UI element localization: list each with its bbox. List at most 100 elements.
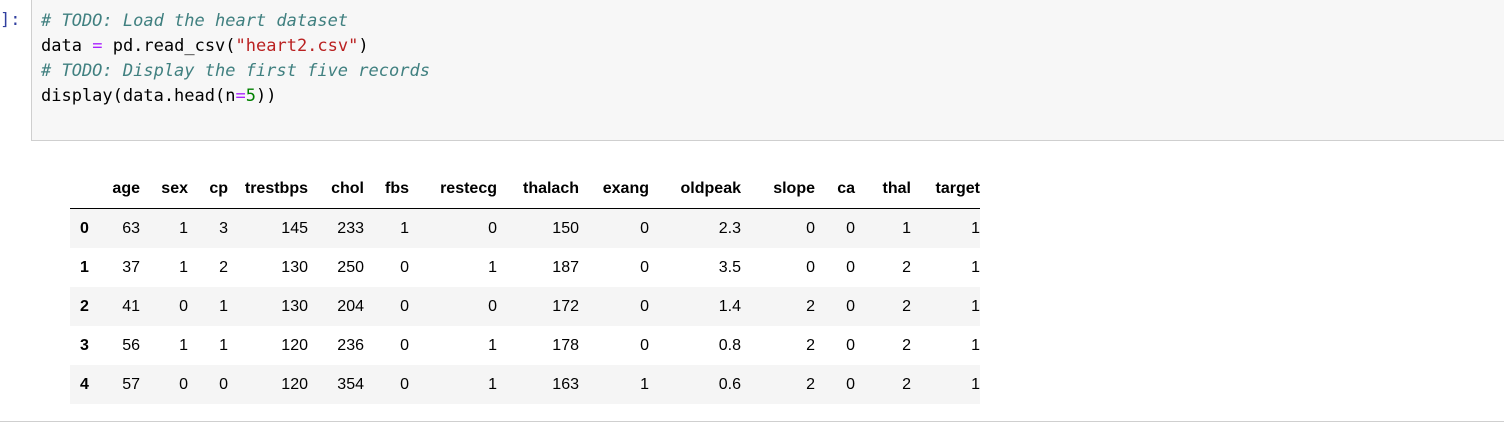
column-header: ca	[815, 170, 855, 209]
table-row: 3 56 1 1 120 236 0 1 178 0 0.8 2 0 2 1	[70, 326, 980, 365]
table-cell: 172	[552, 297, 579, 315]
table-row: 4 57 0 0 120 354 0 1 163 1 0.6 2 0 2 1	[70, 365, 980, 404]
table-cell: 0	[179, 297, 188, 315]
code-paren: ))	[255, 86, 277, 106]
column-header: slope	[741, 170, 815, 209]
table-cell: 187	[552, 258, 579, 276]
table-cell: 1	[488, 258, 497, 276]
table-cell: 0	[488, 297, 497, 315]
column-header: cp	[188, 170, 228, 209]
table-cell: 2	[902, 336, 911, 354]
table-cell: 178	[552, 336, 579, 354]
code-call: display(data.head(n	[41, 86, 236, 106]
table-cell: 120	[281, 375, 308, 393]
code-line-3: # TODO: Display the first five records	[41, 61, 430, 81]
table-cell: 0	[400, 258, 409, 276]
table-cell: 41	[122, 297, 140, 315]
table-cell: 0	[488, 219, 497, 237]
table-cell: 163	[552, 375, 579, 393]
table-cell: 204	[337, 297, 364, 315]
table-cell: 0	[846, 375, 855, 393]
table-cell: 233	[337, 219, 364, 237]
table-cell: 0.6	[718, 375, 741, 393]
table-cell: 130	[281, 258, 308, 276]
table-cell: 2	[806, 375, 815, 393]
table-cell: 1	[640, 375, 649, 393]
table-cell: 63	[122, 219, 140, 237]
column-header: exang	[579, 170, 649, 209]
table-cell: 0	[640, 258, 649, 276]
table-cell: 1	[179, 219, 188, 237]
table-cell: 1	[971, 297, 980, 315]
table-cell: 354	[337, 375, 364, 393]
table-cell: 1	[219, 336, 228, 354]
table-cell: 57	[122, 375, 140, 393]
column-header: restecg	[409, 170, 497, 209]
table-cell: 0	[846, 258, 855, 276]
column-header: oldpeak	[649, 170, 741, 209]
table-cell: 0	[846, 297, 855, 315]
column-header: fbs	[364, 170, 409, 209]
table-cell: 1	[902, 219, 911, 237]
code-operator: =	[235, 86, 246, 106]
table-cell: 37	[122, 258, 140, 276]
code-comment: # TODO: Load the heart dataset	[41, 11, 349, 31]
column-header	[70, 170, 108, 209]
table-row: 1 37 1 2 130 250 0 1 187 0 3.5 0 0 2 1	[70, 248, 980, 287]
table-cell: 1	[971, 219, 980, 237]
table-cell: 1	[179, 258, 188, 276]
column-header: sex	[140, 170, 188, 209]
column-header: target	[911, 170, 980, 209]
table-cell: 1	[971, 258, 980, 276]
row-index: 4	[80, 375, 89, 393]
code-line-4: display(data.head(n=5))	[41, 86, 276, 106]
table-cell: 1	[488, 375, 497, 393]
cell-output: age sex cp trestbps chol fbs restecg tha…	[70, 170, 980, 404]
table-cell: 1.4	[718, 297, 741, 315]
code-number: 5	[245, 86, 256, 106]
table-cell: 130	[281, 297, 308, 315]
table-cell: 2	[806, 297, 815, 315]
table-cell: 0	[400, 375, 409, 393]
table-cell: 3.5	[718, 258, 741, 276]
table-cell: 0	[219, 375, 228, 393]
table-cell: 0	[179, 375, 188, 393]
column-header: chol	[308, 170, 364, 209]
dataframe-table: age sex cp trestbps chol fbs restecg tha…	[70, 170, 980, 404]
code-cell-editor[interactable]: # TODO: Load the heart dataset data = pd…	[31, 0, 1504, 141]
table-cell: 0	[400, 297, 409, 315]
table-cell: 0	[640, 297, 649, 315]
table-cell: 236	[337, 336, 364, 354]
table-cell: 2	[902, 258, 911, 276]
column-header: thalach	[497, 170, 579, 209]
row-index: 1	[80, 258, 89, 276]
table-cell: 0.8	[718, 336, 741, 354]
table-cell: 1	[971, 336, 980, 354]
code-editor[interactable]: # TODO: Load the heart dataset data = pd…	[41, 9, 430, 109]
table-cell: 2	[902, 375, 911, 393]
code-variable: data	[41, 36, 82, 56]
table-header-row: age sex cp trestbps chol fbs restecg tha…	[70, 170, 980, 209]
cell-divider	[0, 421, 1504, 422]
table-cell: 120	[281, 336, 308, 354]
row-index: 0	[80, 219, 89, 237]
table-cell: 2	[902, 297, 911, 315]
table-cell: 3	[219, 219, 228, 237]
table-cell: 1	[219, 297, 228, 315]
table-cell: 2.3	[718, 219, 741, 237]
table-cell: 2	[219, 258, 228, 276]
code-call: pd.read_csv(	[112, 36, 236, 56]
code-string: "heart2.csv"	[235, 36, 359, 56]
table-cell: 1	[400, 219, 409, 237]
column-header: trestbps	[228, 170, 308, 209]
table-cell: 0	[400, 336, 409, 354]
table-cell: 1	[488, 336, 497, 354]
table-cell: 250	[337, 258, 364, 276]
row-index: 3	[80, 336, 89, 354]
column-header: age	[108, 170, 140, 209]
code-line-1: # TODO: Load the heart dataset	[41, 11, 348, 31]
code-operator: =	[92, 36, 103, 56]
table-cell: 0	[640, 336, 649, 354]
input-prompt: ]:	[0, 10, 21, 30]
code-paren: )	[358, 36, 369, 56]
